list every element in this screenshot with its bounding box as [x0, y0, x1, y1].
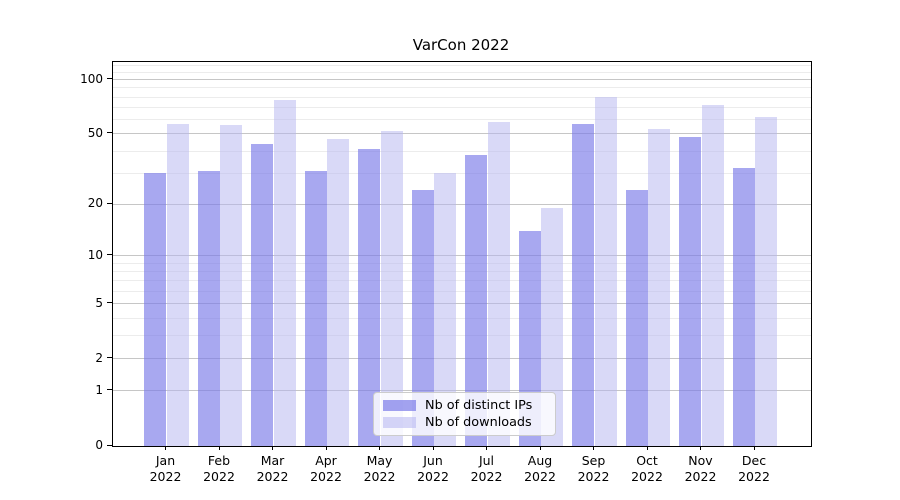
gridline-minor	[113, 107, 811, 109]
gridline-minor	[113, 150, 811, 152]
bar-downloads	[701, 105, 724, 446]
y-axis-tick	[107, 132, 112, 134]
x-tick-label: Aug 2022	[524, 453, 556, 484]
y-tick-label: 2	[95, 350, 103, 365]
x-tick-label: Sep 2022	[577, 453, 610, 484]
x-tick-label: Jun 2022	[417, 453, 449, 484]
legend-row: Nb of distinct IPs	[383, 398, 546, 413]
bar-downloads	[220, 124, 243, 446]
x-axis-tick	[432, 446, 434, 450]
bar-downloads	[541, 208, 564, 446]
y-axis-tick	[107, 357, 112, 359]
gridline-minor	[113, 317, 811, 319]
gridline-minor	[113, 96, 811, 98]
y-tick-label: 0	[95, 438, 103, 452]
gridline-minor	[113, 290, 811, 292]
y-axis-tick	[107, 444, 112, 446]
gridline-major	[113, 133, 811, 135]
bar-downloads	[327, 138, 350, 446]
gridline-minor	[113, 119, 811, 121]
x-axis-tick	[646, 446, 648, 450]
bar-downloads	[487, 122, 510, 446]
bar-distinct-ips	[251, 143, 274, 446]
x-axis-tick	[593, 446, 594, 450]
x-axis-tick	[165, 446, 166, 450]
y-tick-label: 5	[95, 295, 103, 310]
bar-distinct-ips	[465, 155, 488, 446]
x-axis-tick	[700, 446, 701, 450]
legend-swatch	[383, 417, 416, 428]
y-tick-label: 1	[95, 382, 103, 397]
x-tick-label: Nov 2022	[684, 453, 717, 484]
x-tick-label: Apr 2022	[310, 453, 342, 484]
x-axis-tick	[486, 446, 487, 450]
y-tick-label: 20	[87, 196, 103, 211]
legend: Nb of distinct IPs Nb of downloads	[373, 392, 556, 436]
bar-downloads	[755, 117, 778, 446]
gridline-minor	[113, 71, 811, 73]
legend-label: Nb of distinct IPs	[425, 398, 533, 413]
y-axis-tick	[107, 254, 112, 256]
y-axis-tick	[107, 202, 112, 204]
bar-downloads	[434, 173, 457, 446]
gridline-major	[113, 358, 811, 360]
gridline-major	[113, 303, 811, 305]
bar-downloads	[380, 130, 403, 446]
gridline-minor	[113, 335, 811, 337]
gridline-minor	[113, 87, 811, 89]
gridline-major	[113, 255, 811, 257]
bar-distinct-ips	[732, 168, 755, 446]
x-axis-tick	[218, 446, 220, 450]
x-tick-label: Jul 2022	[470, 453, 503, 484]
bar-downloads	[273, 100, 296, 446]
y-tick-label: 10	[87, 247, 103, 262]
x-axis-tick	[325, 446, 327, 450]
gridline-major	[113, 390, 811, 392]
bar-distinct-ips	[572, 123, 595, 446]
y-axis-tick	[107, 78, 112, 80]
y-tick-label: 100	[80, 71, 103, 86]
x-axis-tick	[539, 446, 541, 450]
gridline-minor	[113, 262, 811, 264]
x-axis-tick	[753, 446, 755, 450]
gridline-minor	[113, 271, 811, 273]
x-tick-label: May 2022	[363, 453, 396, 484]
x-tick-label: Jan 2022	[149, 453, 182, 484]
bar-distinct-ips	[358, 149, 381, 446]
x-tick-label: Oct 2022	[631, 453, 663, 484]
legend-swatch	[383, 400, 416, 411]
gridline-major	[113, 203, 811, 205]
x-axis-tick	[379, 446, 380, 450]
bar-distinct-ips	[197, 170, 220, 446]
bar-distinct-ips	[304, 170, 327, 446]
bar-downloads	[594, 97, 617, 446]
legend-label: Nb of downloads	[425, 415, 532, 430]
gridline-minor	[113, 64, 811, 66]
bar-downloads	[648, 129, 671, 446]
legend-row: Nb of downloads	[383, 415, 546, 430]
bar-distinct-ips	[625, 190, 648, 446]
y-axis-tick	[107, 389, 112, 391]
bar-distinct-ips	[411, 190, 434, 446]
gridline-minor	[113, 172, 811, 174]
chart-title: VarCon 2022	[412, 36, 510, 54]
y-axis-tick	[107, 302, 112, 304]
bar-distinct-ips	[144, 173, 167, 446]
x-tick-label: Dec 2022	[738, 453, 770, 484]
gridline-minor	[113, 280, 811, 282]
x-tick-label: Mar 2022	[256, 453, 289, 484]
x-tick-label: Feb 2022	[203, 453, 235, 484]
plot-area	[112, 61, 812, 447]
gridline-major	[113, 79, 811, 81]
bar-downloads	[166, 123, 189, 446]
bar-distinct-ips	[679, 137, 702, 446]
x-axis-tick	[272, 446, 273, 450]
y-tick-label: 50	[87, 125, 103, 140]
